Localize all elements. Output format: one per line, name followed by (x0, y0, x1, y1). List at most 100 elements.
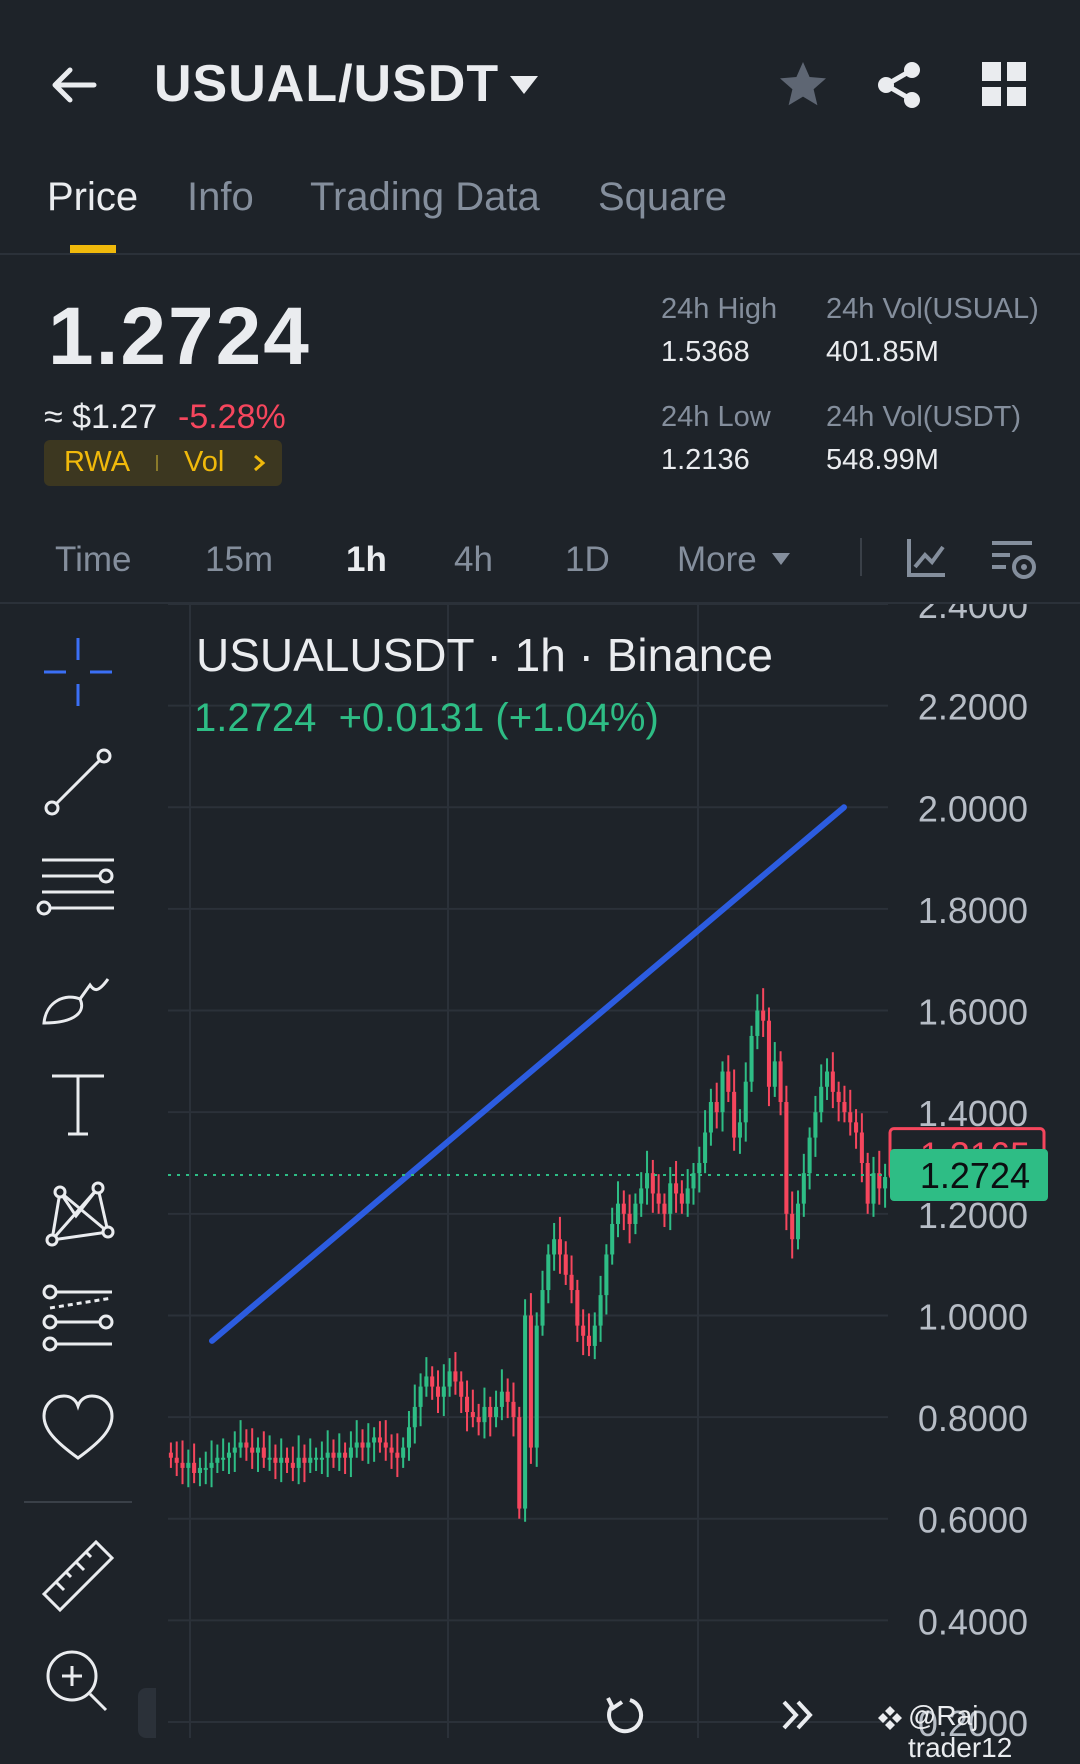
candle-body (377, 1437, 382, 1443)
pair-title[interactable]: USUAL/USDT (154, 55, 500, 113)
candle-body (314, 1457, 319, 1460)
divider (860, 538, 862, 576)
tab-square[interactable]: Square (598, 175, 727, 219)
y-tick-label: 2.4000 (918, 604, 1028, 626)
share-icon[interactable] (872, 58, 926, 112)
candle-body (296, 1457, 301, 1468)
usd-price: ≈ $1.27 (44, 398, 158, 436)
candle-body (557, 1239, 562, 1255)
trend-line-icon[interactable] (36, 740, 120, 824)
tab-trading-data[interactable]: Trading Data (310, 175, 540, 219)
y-tick-label: 0.4000 (918, 1601, 1028, 1642)
low-value: 1.2136 (661, 444, 750, 476)
fib-lines-icon[interactable] (36, 1278, 120, 1362)
candle-body (842, 1102, 847, 1113)
candle-body (865, 1163, 870, 1204)
candle-body (732, 1091, 737, 1138)
brush-icon[interactable] (36, 955, 120, 1039)
collapse-toolbar-tab[interactable] (138, 1688, 156, 1738)
candle-body (610, 1223, 615, 1255)
scroll-to-latest-icon[interactable] (780, 1696, 818, 1734)
chart-price: 1.2724 (194, 696, 317, 740)
candle-body (621, 1203, 626, 1214)
candle-body (383, 1442, 388, 1448)
chevron-right-icon (254, 454, 266, 472)
y-tick-label: 2.2000 (918, 687, 1028, 728)
last-price-box (890, 1149, 1048, 1202)
candle-body (836, 1091, 841, 1103)
chart-settings-icon[interactable] (990, 535, 1038, 583)
ruler-icon[interactable] (36, 1534, 120, 1618)
candle-body (830, 1071, 835, 1092)
tab-price[interactable]: Price (47, 175, 139, 219)
candle-body (685, 1188, 690, 1204)
vol-base-label: 24h Vol(USUAL) (826, 293, 1039, 325)
caret-down-icon[interactable] (770, 550, 792, 568)
candle-body (848, 1112, 853, 1123)
vol-quote-label: 24h Vol(USDT) (826, 401, 1022, 433)
y-tick-label: 1.8000 (918, 890, 1028, 931)
candle-body (877, 1173, 882, 1189)
candle-body (447, 1371, 452, 1387)
interval-1h[interactable]: 1h (346, 540, 387, 579)
tag-group[interactable] (44, 440, 282, 486)
candle-body (726, 1071, 731, 1092)
divider (24, 1501, 132, 1503)
interval-more[interactable]: More (677, 540, 757, 579)
y-tick-label: 0.8000 (918, 1398, 1028, 1439)
candle-body (453, 1371, 458, 1382)
caret-down-icon[interactable] (508, 72, 540, 100)
candle-body (766, 1020, 771, 1087)
high-label: 24h High (661, 293, 778, 325)
price-chart[interactable]: 2.40002.20002.00001.80001.60001.40001.20… (0, 604, 1080, 1738)
candle-body (232, 1447, 237, 1453)
candle-body (627, 1213, 632, 1224)
candle-body (871, 1173, 876, 1204)
candle-body (494, 1406, 499, 1418)
tag-rwa[interactable]: RWA (64, 446, 131, 478)
text-tool-icon[interactable] (36, 1062, 120, 1146)
candle-body (465, 1396, 470, 1413)
candle-body (534, 1325, 539, 1448)
candle-body (348, 1447, 353, 1458)
candle-body (552, 1239, 557, 1255)
back-arrow-icon[interactable] (44, 55, 104, 115)
zoom-in-icon[interactable] (36, 1640, 120, 1724)
interval-time[interactable]: Time (55, 540, 132, 579)
candle-body (859, 1132, 864, 1163)
tab-info[interactable]: Info (187, 175, 254, 219)
candle-body (435, 1386, 441, 1397)
interval-15m[interactable]: 15m (205, 540, 274, 579)
candle-body (819, 1086, 824, 1113)
candle-body (244, 1442, 249, 1448)
candle-body (778, 1061, 783, 1103)
candle-body (662, 1203, 667, 1214)
candle-body (528, 1315, 533, 1448)
horizontal-lines-icon[interactable] (36, 846, 120, 930)
candle-body (273, 1457, 278, 1463)
candle-body (215, 1457, 220, 1463)
candle-body (174, 1457, 179, 1463)
candle-body (639, 1188, 644, 1204)
candle-body (197, 1467, 202, 1473)
candle-body (482, 1406, 487, 1423)
candle-body (755, 1010, 760, 1036)
crosshair-icon[interactable] (36, 630, 120, 714)
candle-body (186, 1462, 191, 1468)
y-tick-label: 0.2000 (918, 1703, 1028, 1738)
reset-chart-icon[interactable] (600, 1692, 646, 1738)
candle-body (302, 1457, 307, 1463)
interval-1d[interactable]: 1D (565, 540, 610, 579)
candle-body (203, 1467, 208, 1470)
candle-body (656, 1193, 661, 1204)
candle-body (801, 1173, 806, 1204)
indicator-chart-icon[interactable] (905, 535, 949, 579)
tag-vol[interactable]: Vol (184, 446, 225, 478)
pattern-icon[interactable] (36, 1170, 120, 1254)
grid-icon[interactable] (980, 60, 1028, 108)
candle-body (737, 1122, 742, 1138)
star-icon[interactable] (776, 58, 830, 112)
interval-4h[interactable]: 4h (454, 540, 493, 579)
favorites-heart-icon[interactable] (36, 1386, 120, 1470)
candle-body (401, 1447, 406, 1458)
